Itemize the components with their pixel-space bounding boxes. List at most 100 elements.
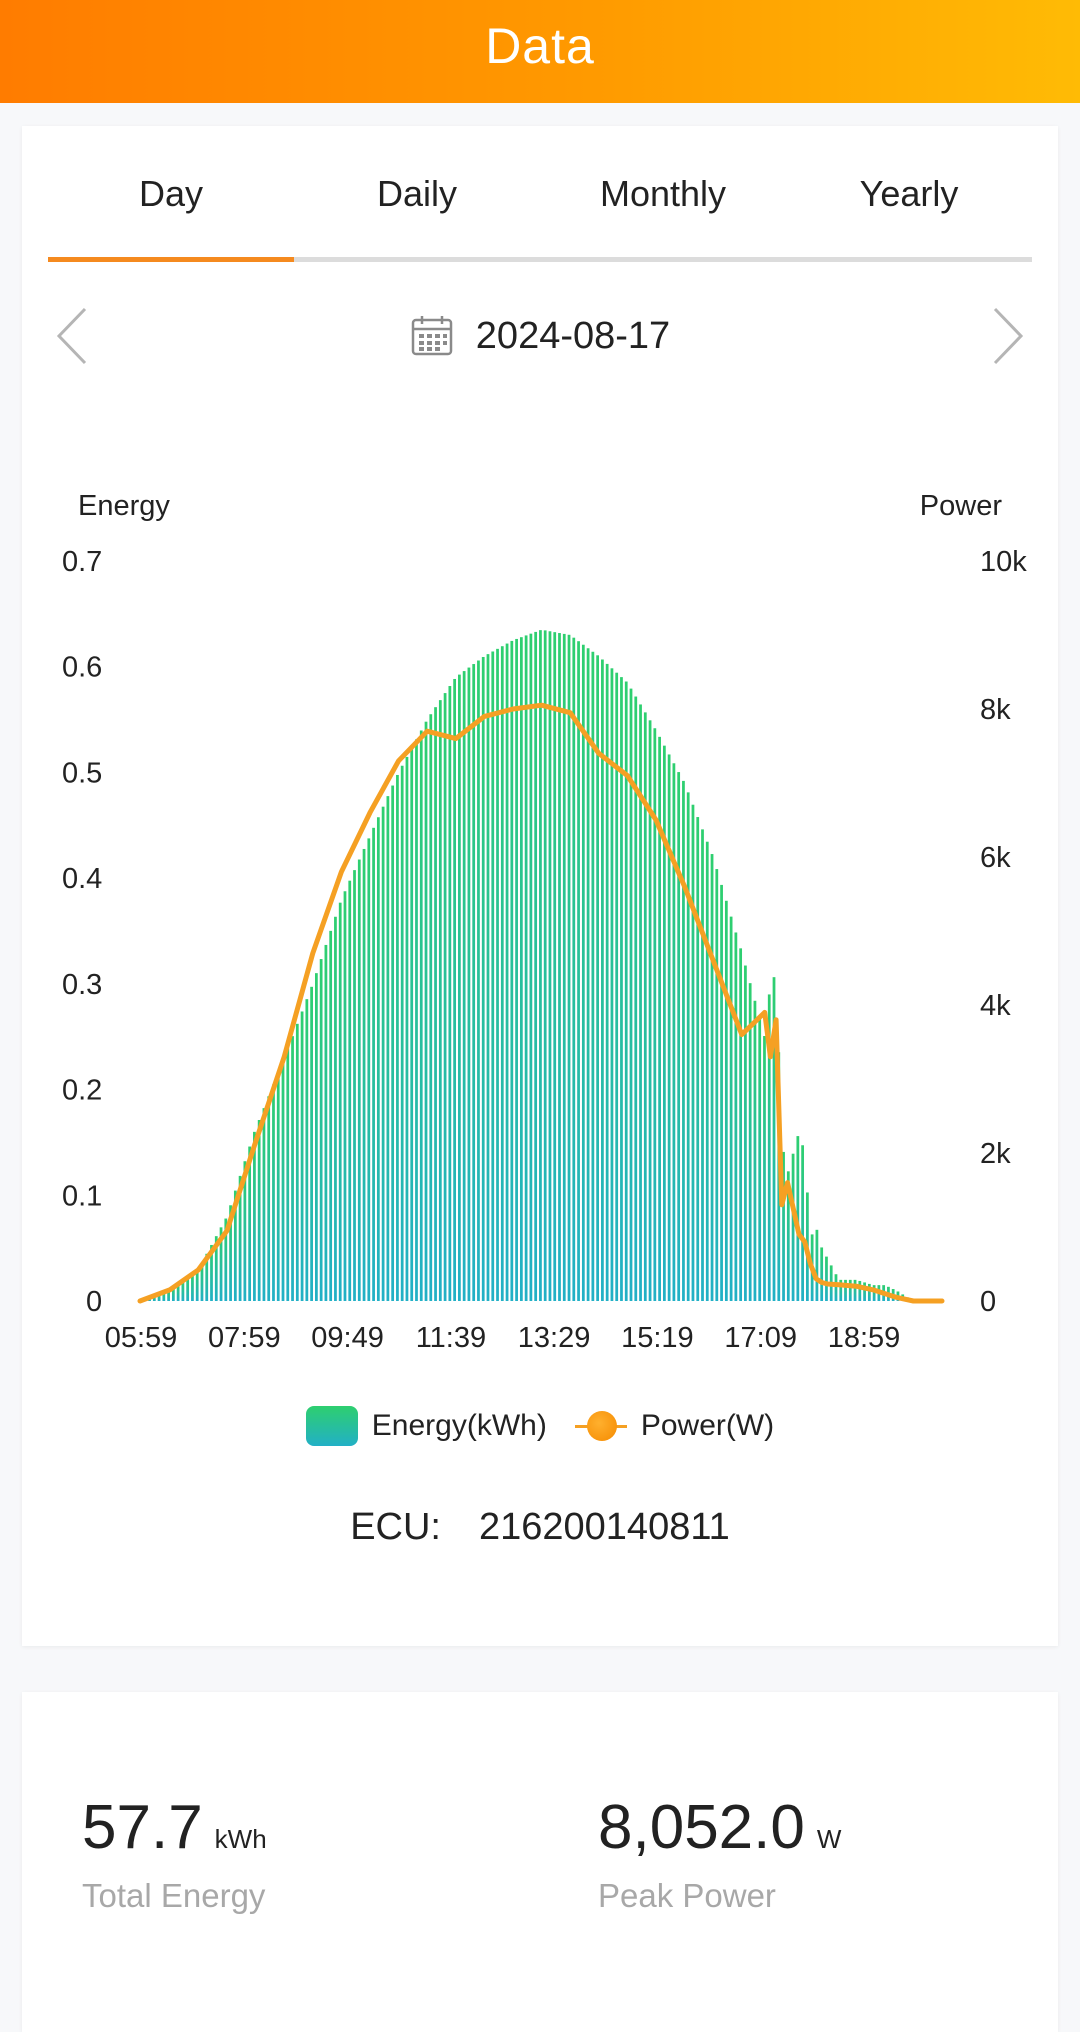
energy-bar bbox=[581, 644, 585, 1301]
energy-bar bbox=[634, 696, 638, 1301]
energy-bar bbox=[548, 631, 552, 1301]
energy-bar bbox=[682, 780, 685, 1301]
energy-bar bbox=[720, 884, 723, 1301]
energy-bar bbox=[343, 891, 347, 1301]
ecu-info: ECU: 216200140811 bbox=[22, 1506, 1058, 1549]
left-axis-tick: 0 bbox=[86, 1286, 102, 1318]
energy-bar bbox=[419, 730, 423, 1301]
left-axis-title: Energy bbox=[78, 490, 170, 522]
energy-bar bbox=[529, 633, 533, 1301]
period-tabs: Day Daily Monthly Yearly bbox=[48, 126, 1032, 262]
energy-bar bbox=[853, 1279, 857, 1301]
energy-bar bbox=[672, 763, 676, 1301]
tab-yearly[interactable]: Yearly bbox=[859, 173, 959, 214]
legend-power-label: Power(W) bbox=[640, 1409, 775, 1442]
right-axis-tick: 2k bbox=[980, 1138, 1011, 1170]
energy-bar bbox=[763, 1036, 766, 1301]
energy-bar bbox=[553, 632, 557, 1301]
energy-bar bbox=[729, 916, 733, 1301]
energy-bar bbox=[610, 668, 614, 1301]
energy-bar bbox=[653, 728, 657, 1301]
x-axis-tick: 17:09 bbox=[724, 1322, 797, 1354]
tab-day[interactable]: Day bbox=[138, 173, 204, 214]
energy-bar bbox=[162, 1292, 166, 1301]
energy-bar bbox=[238, 1175, 242, 1301]
date-picker[interactable]: 2024-08-17 bbox=[22, 296, 1058, 376]
energy-bar bbox=[334, 916, 337, 1301]
energy-bar bbox=[453, 678, 456, 1301]
total-energy-stat: 57.7 kWh Total Energy bbox=[82, 1792, 267, 1915]
energy-bar bbox=[386, 796, 390, 1301]
tab-daily[interactable]: Daily bbox=[376, 173, 457, 214]
peak-power-stat: 8,052.0 W Peak Power bbox=[598, 1792, 841, 1915]
energy-bar bbox=[705, 841, 709, 1301]
legend-energy[interactable]: Energy(kWh) bbox=[305, 1406, 547, 1446]
energy-bar bbox=[839, 1279, 843, 1301]
energy-bar bbox=[662, 745, 666, 1301]
energy-bar bbox=[596, 655, 600, 1301]
energy-bar bbox=[710, 854, 714, 1301]
chevron-left-icon bbox=[56, 307, 87, 365]
tab-monthly[interactable]: Monthly bbox=[599, 173, 727, 214]
energy-bar bbox=[405, 756, 409, 1301]
energy-bar bbox=[286, 1048, 290, 1301]
chevron-right-icon bbox=[993, 307, 1024, 365]
energy-bar bbox=[434, 707, 437, 1301]
energy-bar bbox=[186, 1277, 190, 1301]
energy-bar bbox=[834, 1274, 838, 1301]
total-energy-label: Total Energy bbox=[82, 1877, 266, 1914]
energy-bar bbox=[424, 721, 428, 1301]
energy-bar bbox=[315, 973, 318, 1301]
energy-bar bbox=[629, 688, 633, 1301]
energy-bar bbox=[376, 817, 380, 1301]
energy-bar bbox=[267, 1096, 271, 1301]
energy-bar bbox=[191, 1273, 194, 1301]
energy-bar bbox=[410, 748, 414, 1301]
total-energy-unit: kWh bbox=[214, 1824, 267, 1854]
energy-bar bbox=[243, 1161, 247, 1301]
energy-bar bbox=[224, 1218, 228, 1301]
energy-bar bbox=[515, 638, 518, 1301]
energy-bar bbox=[801, 1145, 804, 1301]
energy-bar bbox=[219, 1227, 223, 1301]
energy-bar bbox=[505, 643, 509, 1301]
right-axis-tick: 8k bbox=[980, 694, 1011, 726]
energy-bar bbox=[477, 660, 480, 1301]
peak-power-label: Peak Power bbox=[598, 1877, 776, 1914]
energy-bar bbox=[305, 999, 309, 1301]
energy-bar bbox=[567, 634, 571, 1301]
energy-bar bbox=[667, 754, 671, 1301]
energy-bar bbox=[767, 994, 771, 1301]
legend-power[interactable]: Power(W) bbox=[574, 1406, 775, 1446]
energy-bar bbox=[157, 1294, 161, 1301]
left-axis-tick: 0.4 bbox=[62, 863, 102, 895]
legend-power-swatch bbox=[574, 1406, 627, 1446]
energy-bar bbox=[443, 693, 447, 1301]
energy-bar bbox=[744, 965, 747, 1301]
energy-bar bbox=[543, 630, 547, 1301]
next-day-button[interactable] bbox=[968, 296, 1048, 376]
date-selector: 2024-08-17 bbox=[22, 296, 1058, 376]
energy-bar bbox=[615, 672, 619, 1301]
energy-bar bbox=[458, 674, 461, 1301]
page-title: Data bbox=[485, 17, 595, 74]
energy-bar bbox=[253, 1131, 256, 1301]
ecu-label: ECU: bbox=[350, 1506, 441, 1548]
energy-bar bbox=[205, 1253, 209, 1301]
left-axis-tick: 0.6 bbox=[62, 652, 102, 684]
energy-bar bbox=[214, 1236, 218, 1301]
energy-bar bbox=[281, 1060, 285, 1301]
energy-bar bbox=[248, 1146, 252, 1301]
energy-bar bbox=[462, 671, 466, 1301]
energy-bar bbox=[572, 637, 576, 1301]
prev-day-button[interactable] bbox=[32, 296, 112, 376]
energy-bar bbox=[734, 932, 738, 1301]
left-axis-tick: 0.5 bbox=[62, 757, 102, 789]
chart-legend: Energy(kWh) Power(W) bbox=[22, 1396, 1058, 1456]
x-axis-tick: 18:59 bbox=[828, 1322, 901, 1354]
energy-bar bbox=[782, 1151, 785, 1301]
energy-bar bbox=[753, 1000, 757, 1301]
energy-bar bbox=[195, 1270, 199, 1301]
energy-bar bbox=[586, 648, 590, 1301]
energy-bar bbox=[272, 1084, 275, 1301]
